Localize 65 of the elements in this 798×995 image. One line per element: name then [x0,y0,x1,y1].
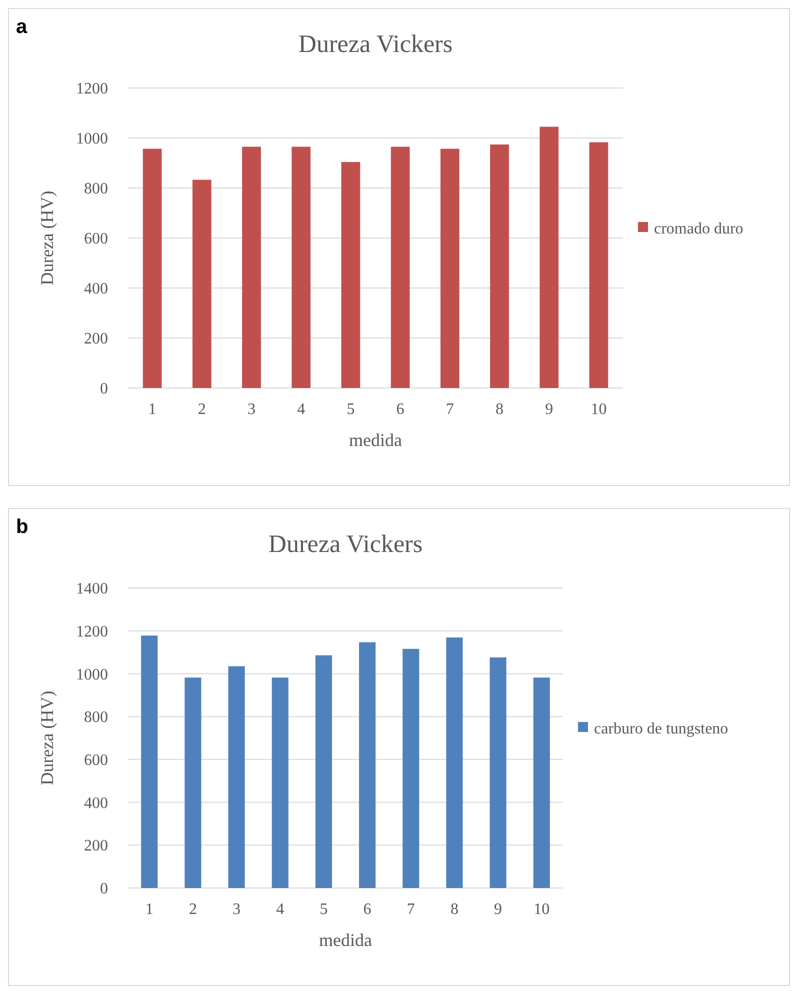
bar [184,678,202,888]
x-tick-label: 10 [590,401,607,418]
bar [142,148,162,388]
y-axis-title: Dureza (HV) [37,690,57,786]
y-tick-label: 0 [100,380,108,398]
x-tick-label: 8 [450,901,458,918]
bar [540,126,559,388]
x-axis-title: medida [349,430,402,450]
x-tick-label: 3 [248,401,256,418]
x-tick-label: 4 [297,401,306,418]
x-tick-label: 5 [346,401,355,418]
y-tick-label: 0 [100,880,108,898]
legend-label: cromado duro [654,220,744,238]
y-tick-label: 800 [84,180,108,198]
y-tick-label: 600 [84,230,108,248]
x-tick-label: 7 [446,401,454,418]
text: a [16,16,28,38]
x-tick-label: 6 [396,401,404,418]
y-tick-label: 1000 [76,666,108,684]
y-tick-label: 400 [84,794,108,812]
chart-title: Dureza Vickers [268,531,423,558]
y-tick-label: 1000 [76,130,108,148]
bar [242,146,261,388]
x-tick-label: 9 [545,401,554,418]
text: b [16,516,28,538]
bar [341,162,360,388]
x-tick-label: 2 [198,401,206,418]
bar [446,638,463,888]
bar [402,648,420,888]
y-tick-label: 600 [84,752,108,770]
bar [490,144,509,388]
x-tick-label: 7 [406,901,415,918]
y-tick-label: 400 [84,280,108,298]
bar [315,655,332,888]
x-tick-label: 2 [188,901,197,918]
y-tick-label: 800 [84,709,108,726]
x-tick-label: 5 [320,901,328,918]
bar [589,142,608,388]
x-tick-label: 9 [494,901,502,918]
bar [490,657,506,888]
bar [359,642,376,888]
x-tick-label: 4 [276,901,284,918]
chart-title: Dureza Vickers [298,31,453,58]
y-tick-label: 1200 [76,623,108,640]
x-tick-label: 8 [496,401,504,418]
bar [192,180,212,388]
y-tick-label: 1200 [76,80,108,98]
bar [533,678,550,888]
x-tick-label: 6 [363,901,372,918]
x-axis-title: medida [319,930,372,950]
bar [390,146,410,388]
x-tick-label: 3 [232,901,241,918]
y-tick-label: 1400 [76,580,108,598]
x-tick-label: 1 [145,901,154,918]
bar [141,636,158,888]
bar [292,146,311,388]
bar [272,678,288,888]
x-tick-label: 1 [148,401,156,418]
x-tick-label: 10 [534,901,550,918]
y-tick-label: 200 [84,838,108,855]
y-tick-label: 200 [84,330,108,348]
bar [228,666,245,888]
bar [440,148,460,388]
y-axis-title: Dureza (HV) [37,190,57,286]
legend-label: carburo de tungsteno [594,720,728,738]
